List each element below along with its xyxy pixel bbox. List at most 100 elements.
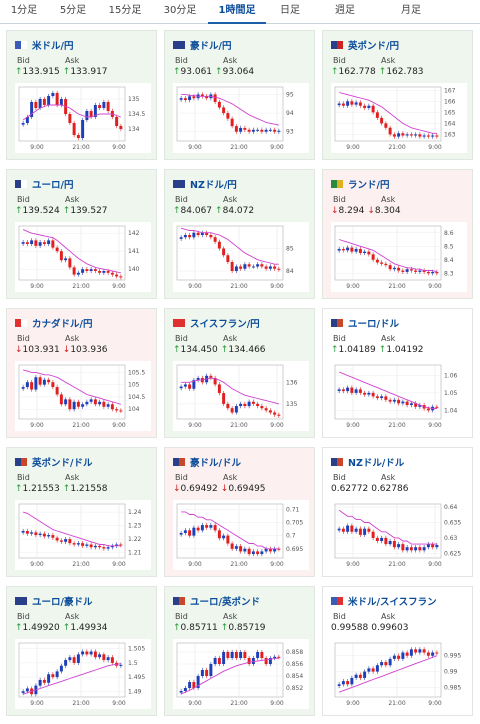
mini-chart[interactable]: 9:00 21:00 9:00 1.505 1.5 1.495 1.49 bbox=[15, 639, 151, 709]
tab-4[interactable]: 1時間足 bbox=[208, 0, 266, 24]
rate-card[interactable]: ユーロ/豪ドル Bid Ask ↑1.49920 ↑1.49934 9:00 21:00 9:… bbox=[6, 586, 157, 716]
candle-body bbox=[409, 649, 413, 656]
mini-chart[interactable]: 9:00 21:00 9:00 85 84 bbox=[173, 222, 309, 292]
pair-name-link[interactable]: ユーロ/ドル bbox=[348, 319, 399, 330]
candle-body bbox=[42, 679, 46, 683]
mini-chart[interactable]: 9:00 21:00 9:00 1.24 1.23 1.22 1.21 bbox=[15, 500, 151, 570]
rate-card[interactable]: ユーロ/円 Bid Ask ↑139.524 ↑139.527 9:00 21:00 9:00… bbox=[6, 169, 157, 299]
candle-body bbox=[397, 267, 401, 271]
rate-card[interactable]: ユーロ/ドル Bid Ask ↑1.04189 ↑1.04192 9:00 21:00 9:0… bbox=[322, 308, 473, 438]
mini-chart[interactable]: 9:00 21:00 9:00 136 135 bbox=[173, 361, 309, 431]
tab-1[interactable]: 5分足 bbox=[59, 5, 87, 16]
candle-body bbox=[392, 541, 396, 548]
flag-icon bbox=[15, 319, 27, 327]
pair-name-link[interactable]: NZドル/ドル bbox=[348, 458, 405, 469]
ask-value: 103.936 bbox=[70, 345, 108, 355]
tab-0[interactable]: 1分足 bbox=[10, 5, 38, 16]
mini-chart[interactable]: 9:00 21:00 9:00 105.5 105 104.5 104 bbox=[15, 361, 151, 431]
candle-body bbox=[76, 543, 80, 545]
bid-value: 84.067 bbox=[180, 206, 213, 216]
pair-name-link[interactable]: 米ドル/スイスフラン bbox=[348, 597, 437, 608]
price-row: ↑93.061 ↑93.064 bbox=[173, 67, 257, 77]
pair-name-link[interactable]: 米ドル/円 bbox=[32, 41, 74, 52]
tab-3[interactable]: 30分足 bbox=[163, 5, 197, 16]
bid-label: Bid bbox=[17, 56, 30, 65]
rate-card[interactable]: 英ポンド/ドル Bid Ask ↑1.21553 ↑1.21558 9:00 21:00 9:… bbox=[6, 447, 157, 577]
candle-body bbox=[239, 266, 243, 269]
mini-chart[interactable]: 9:00 21:00 9:00 135 134.5 134 bbox=[15, 83, 151, 153]
tab-5[interactable]: 日足 bbox=[280, 5, 300, 16]
pair-name-link[interactable]: ユーロ/円 bbox=[32, 180, 74, 191]
mini-chart[interactable]: 9:00 21:00 9:00 167 166 165 164 163 bbox=[331, 83, 467, 153]
candle-body bbox=[89, 399, 93, 402]
ask-price: ↑84.072 bbox=[215, 206, 254, 216]
candle-body bbox=[234, 406, 238, 413]
mini-chart[interactable]: 9:00 21:00 9:00 0.64 0.635 0.63 0.625 bbox=[331, 500, 467, 570]
rate-card[interactable]: 英ポンド/円 Bid Ask ↑162.778 ↑162.783 9:00 21:00 9:0… bbox=[322, 30, 473, 160]
candle-body bbox=[72, 401, 76, 410]
candle-body bbox=[51, 240, 55, 248]
pair-name-link[interactable]: NZドル/円 bbox=[190, 180, 237, 191]
candlestick-chart: 9:00 21:00 9:00 0.64 0.635 0.63 0.625 bbox=[334, 503, 461, 568]
x-tick-label: 9:00 bbox=[270, 561, 284, 568]
candle-body bbox=[367, 105, 371, 108]
pair-name-link[interactable]: ランド/円 bbox=[348, 180, 390, 191]
pair-name-link[interactable]: カナダドル/円 bbox=[32, 319, 93, 330]
ask-label: Ask bbox=[223, 473, 238, 482]
tab-7[interactable]: 月足 bbox=[401, 5, 421, 16]
candle-body bbox=[72, 657, 76, 663]
candle-body bbox=[183, 688, 187, 691]
ask-value: 0.69495 bbox=[228, 484, 266, 494]
candle-body bbox=[268, 548, 272, 552]
candle-body bbox=[205, 525, 209, 528]
rate-card[interactable]: ランド/円 Bid Ask ↓8.294 ↓8.304 9:00 21:00 9:00 8.6 8… bbox=[322, 169, 473, 299]
mini-chart[interactable]: 9:00 21:00 9:00 0.858 0.856 0.854 0.852 bbox=[173, 639, 309, 709]
mini-chart[interactable]: 9:00 21:00 9:00 0.71 0.705 0.7 0.695 bbox=[173, 500, 309, 570]
card-header: ユーロ/円 bbox=[15, 178, 74, 191]
rate-card[interactable]: スイスフラン/円 Bid Ask ↑134.450 ↑134.466 9:00 21:00 9… bbox=[164, 308, 315, 438]
candle-body bbox=[222, 107, 226, 114]
mini-chart[interactable]: 9:00 21:00 9:00 95 94 93 bbox=[173, 83, 309, 153]
rate-card[interactable]: NZドル/ドル Bid Ask 0.62772 0.62786 9:00 21:00 9:00… bbox=[322, 447, 473, 577]
pair-name-link[interactable]: 英ポンド/ドル bbox=[32, 458, 93, 469]
pair-name-link[interactable]: 英ポンド/円 bbox=[348, 41, 399, 52]
bid-price: 0.62772 bbox=[331, 484, 368, 494]
mini-chart[interactable]: 9:00 21:00 9:00 0.995 0.99 0.985 bbox=[331, 639, 467, 709]
pair-name-link[interactable]: 豪ドル/ドル bbox=[190, 458, 241, 469]
rate-card[interactable]: カナダドル/円 Bid Ask ↓103.931 ↓103.936 9:00 21:00 9:… bbox=[6, 308, 157, 438]
candle-body bbox=[426, 544, 430, 548]
candle-body bbox=[277, 268, 281, 270]
pair-name-link[interactable]: 豪ドル/円 bbox=[190, 41, 232, 52]
arrow-up-icon: ↑ bbox=[173, 345, 181, 355]
candle-body bbox=[47, 535, 51, 537]
rate-card[interactable]: 米ドル/スイスフラン Bid Ask 0.99588 0.99603 9:00 21:00 9… bbox=[322, 586, 473, 716]
x-tick-label: 9:00 bbox=[346, 700, 360, 707]
y-tick-label: 166 bbox=[444, 98, 456, 105]
y-tick-label: 0.7 bbox=[286, 533, 296, 540]
rate-card[interactable]: 豪ドル/円 Bid Ask ↑93.061 ↑93.064 9:00 21:00 9:00 95… bbox=[164, 30, 315, 160]
rate-card[interactable]: 豪ドル/ドル Bid Ask ↓0.69492 ↓0.69495 9:00 21:00 9:0… bbox=[164, 447, 315, 577]
mini-chart[interactable]: 9:00 21:00 9:00 142 141 140 bbox=[15, 222, 151, 292]
arrow-up-icon: ↑ bbox=[173, 206, 181, 216]
candle-body bbox=[405, 401, 409, 406]
plot-frame bbox=[334, 503, 442, 559]
candle-body bbox=[72, 267, 76, 275]
pair-name-link[interactable]: ユーロ/英ポンド bbox=[190, 597, 260, 608]
rate-card[interactable]: NZドル/円 Bid Ask ↑84.067 ↑84.072 9:00 21:00 9:00 8… bbox=[164, 169, 315, 299]
tab-2[interactable]: 15分足 bbox=[108, 5, 142, 16]
y-tick-label: 0.63 bbox=[444, 535, 458, 542]
candle-body bbox=[388, 265, 392, 270]
candle-body bbox=[55, 247, 59, 252]
rate-card[interactable]: ユーロ/英ポンド Bid Ask ↑0.85711 ↑0.85719 9:00 21:00 9… bbox=[164, 586, 315, 716]
pair-name-link[interactable]: スイスフラン/円 bbox=[190, 319, 260, 330]
tab-6[interactable]: 週足 bbox=[335, 5, 355, 16]
candle-body bbox=[68, 657, 72, 661]
mini-chart[interactable]: 9:00 21:00 9:00 1.06 1.05 1.04 bbox=[331, 361, 467, 431]
candle-body bbox=[354, 674, 358, 678]
pair-name-link[interactable]: ユーロ/豪ドル bbox=[32, 597, 93, 608]
candle-body bbox=[363, 105, 367, 108]
candle-body bbox=[179, 691, 183, 693]
candle-body bbox=[30, 102, 34, 117]
mini-chart[interactable]: 9:00 21:00 9:00 8.6 8.5 8.4 8.3 bbox=[331, 222, 467, 292]
rate-card[interactable]: 米ドル/円 Bid Ask ↑133.915 ↑133.917 9:00 21:00 9:00… bbox=[6, 30, 157, 160]
